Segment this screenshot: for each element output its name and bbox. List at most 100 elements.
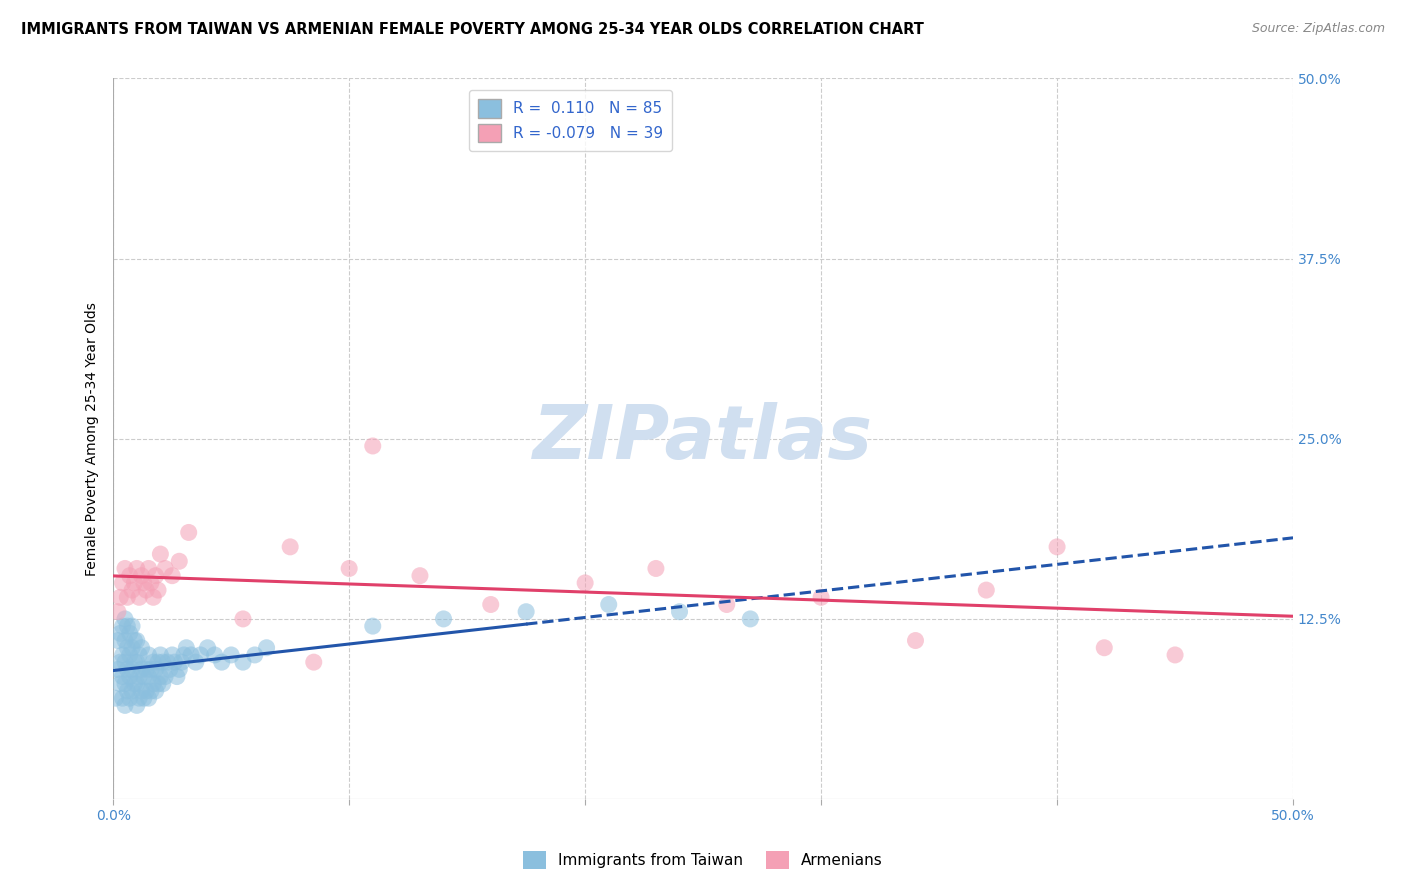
Point	[132, 575, 155, 590]
Point	[146, 677, 169, 691]
Text: ZIPatlas: ZIPatlas	[533, 402, 873, 475]
Point	[142, 591, 165, 605]
Point	[479, 598, 502, 612]
Point	[904, 633, 927, 648]
Point	[117, 662, 139, 676]
Text: Source: ZipAtlas.com: Source: ZipAtlas.com	[1251, 22, 1385, 36]
Point	[740, 612, 762, 626]
Point	[110, 655, 132, 669]
Point	[156, 655, 179, 669]
Point	[111, 669, 134, 683]
Point	[152, 677, 174, 691]
Point	[160, 568, 183, 582]
Point	[128, 591, 150, 605]
Point	[142, 677, 165, 691]
Point	[111, 619, 134, 633]
Point	[256, 640, 278, 655]
Point	[574, 575, 596, 590]
Point	[409, 568, 432, 582]
Point	[138, 669, 160, 683]
Point	[146, 655, 169, 669]
Point	[232, 655, 254, 669]
Point	[131, 662, 153, 676]
Point	[180, 648, 202, 662]
Point	[121, 583, 143, 598]
Point	[176, 640, 198, 655]
Point	[107, 662, 129, 676]
Point	[138, 691, 160, 706]
Point	[184, 655, 207, 669]
Point	[131, 568, 153, 582]
Point	[302, 655, 325, 669]
Point	[125, 655, 148, 669]
Point	[163, 655, 186, 669]
Point	[145, 684, 167, 698]
Point	[149, 547, 172, 561]
Legend: Immigrants from Taiwan, Armenians: Immigrants from Taiwan, Armenians	[517, 845, 889, 875]
Point	[139, 684, 162, 698]
Point	[149, 669, 172, 683]
Point	[121, 662, 143, 676]
Point	[219, 648, 242, 662]
Y-axis label: Female Poverty Among 25-34 Year Olds: Female Poverty Among 25-34 Year Olds	[86, 301, 100, 575]
Point	[117, 684, 139, 698]
Point	[125, 561, 148, 575]
Point	[128, 648, 150, 662]
Point	[668, 605, 690, 619]
Point	[132, 669, 155, 683]
Point	[197, 640, 219, 655]
Point	[145, 568, 167, 582]
Point	[142, 655, 165, 669]
Point	[118, 669, 141, 683]
Point	[716, 598, 738, 612]
Point	[118, 568, 141, 582]
Point	[114, 698, 136, 713]
Point	[107, 605, 129, 619]
Point	[125, 677, 148, 691]
Point	[131, 640, 153, 655]
Point	[974, 583, 997, 598]
Point	[598, 598, 620, 612]
Point	[114, 677, 136, 691]
Point	[110, 677, 132, 691]
Point	[232, 612, 254, 626]
Point	[125, 698, 148, 713]
Point	[114, 561, 136, 575]
Point	[114, 612, 136, 626]
Point	[1164, 648, 1187, 662]
Point	[170, 655, 193, 669]
Point	[135, 684, 157, 698]
Point	[111, 575, 134, 590]
Point	[114, 655, 136, 669]
Point	[361, 439, 384, 453]
Point	[104, 691, 127, 706]
Point	[211, 655, 233, 669]
Point	[132, 691, 155, 706]
Point	[117, 591, 139, 605]
Legend: R =  0.110   N = 85, R = -0.079   N = 39: R = 0.110 N = 85, R = -0.079 N = 39	[468, 90, 672, 152]
Point	[111, 648, 134, 662]
Point	[145, 662, 167, 676]
Point	[138, 561, 160, 575]
Point	[204, 648, 226, 662]
Point	[107, 633, 129, 648]
Point	[110, 626, 132, 640]
Point	[124, 655, 146, 669]
Point	[114, 633, 136, 648]
Point	[432, 612, 454, 626]
Point	[173, 648, 195, 662]
Point	[121, 640, 143, 655]
Point	[118, 626, 141, 640]
Point	[128, 669, 150, 683]
Point	[160, 648, 183, 662]
Point	[138, 648, 160, 662]
Point	[146, 583, 169, 598]
Point	[149, 648, 172, 662]
Point	[810, 591, 832, 605]
Point	[361, 619, 384, 633]
Point	[278, 540, 301, 554]
Text: IMMIGRANTS FROM TAIWAN VS ARMENIAN FEMALE POVERTY AMONG 25-34 YEAR OLDS CORRELAT: IMMIGRANTS FROM TAIWAN VS ARMENIAN FEMAL…	[21, 22, 924, 37]
Point	[152, 655, 174, 669]
Point	[139, 575, 162, 590]
Point	[124, 677, 146, 691]
